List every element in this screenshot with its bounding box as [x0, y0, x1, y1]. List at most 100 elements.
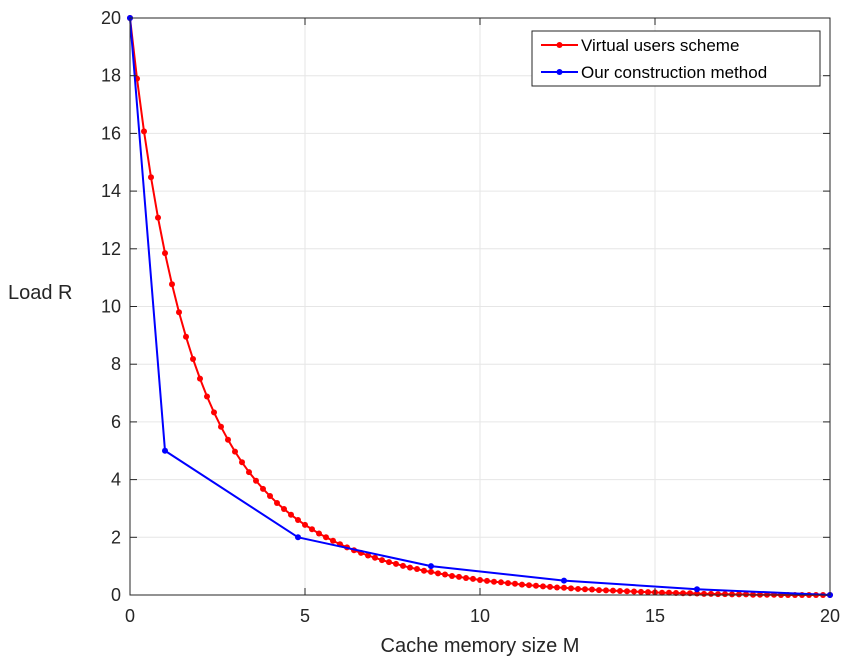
legend-box — [531, 30, 821, 87]
data-point-virtual-users-scheme — [519, 581, 525, 588]
data-point-virtual-users-scheme — [141, 128, 147, 135]
data-point-virtual-users-scheme — [624, 588, 630, 595]
data-point-our-construction-method — [561, 577, 567, 584]
y-tick-label: 16 — [101, 123, 121, 143]
y-tick-label: 0 — [111, 585, 121, 605]
data-point-virtual-users-scheme — [204, 393, 210, 400]
data-point-virtual-users-scheme — [554, 584, 560, 591]
data-point-virtual-users-scheme — [421, 567, 427, 574]
data-point-virtual-users-scheme — [162, 250, 168, 257]
data-point-virtual-users-scheme — [631, 588, 637, 595]
data-point-virtual-users-scheme — [183, 333, 189, 340]
data-point-virtual-users-scheme — [470, 575, 476, 582]
data-point-our-construction-method — [428, 563, 434, 570]
data-point-virtual-users-scheme — [386, 559, 392, 566]
data-point-virtual-users-scheme — [211, 409, 217, 416]
data-point-our-construction-method — [162, 447, 168, 454]
x-tick-label: 5 — [300, 606, 310, 626]
data-point-virtual-users-scheme — [463, 574, 469, 581]
data-point-virtual-users-scheme — [666, 589, 672, 596]
y-tick-label: 6 — [111, 412, 121, 432]
data-point-virtual-users-scheme — [610, 587, 616, 594]
y-tick-labels: 0 2 4 6 8 10 12 14 16 18 20 — [101, 8, 121, 605]
x-axis-label: Cache memory size M — [381, 635, 580, 657]
y-tick-label: 10 — [101, 297, 121, 317]
data-point-virtual-users-scheme — [372, 554, 378, 561]
data-point-virtual-users-scheme — [498, 579, 504, 586]
data-point-virtual-users-scheme — [176, 309, 182, 316]
data-point-virtual-users-scheme — [281, 506, 287, 513]
x-tick-label: 0 — [125, 606, 135, 626]
data-point-virtual-users-scheme — [736, 591, 742, 598]
data-point-virtual-users-scheme — [645, 589, 651, 596]
data-point-virtual-users-scheme — [190, 356, 196, 363]
data-point-virtual-users-scheme — [603, 587, 609, 594]
legend-entry-our-construction: Our construction method — [541, 63, 767, 82]
data-point-virtual-users-scheme — [533, 582, 539, 589]
data-point-virtual-users-scheme — [701, 590, 707, 597]
y-tick-label: 2 — [111, 527, 121, 547]
data-point-virtual-users-scheme — [596, 587, 602, 594]
legend-label-virtual-users: Virtual users scheme — [581, 36, 739, 55]
data-point-virtual-users-scheme — [568, 585, 574, 592]
data-point-virtual-users-scheme — [239, 459, 245, 466]
y-tick-label: 14 — [101, 181, 121, 201]
grid — [129, 17, 831, 596]
data-point-virtual-users-scheme — [155, 214, 161, 221]
data-point-virtual-users-scheme — [659, 589, 665, 596]
data-point-virtual-users-scheme — [148, 174, 154, 181]
data-point-virtual-users-scheme — [323, 534, 329, 541]
data-point-virtual-users-scheme — [715, 591, 721, 598]
data-point-virtual-users-scheme — [617, 587, 623, 594]
y-tick-label: 12 — [101, 239, 121, 259]
data-point-virtual-users-scheme — [295, 516, 301, 523]
data-point-virtual-users-scheme — [673, 589, 679, 596]
y-tick-label: 8 — [111, 354, 121, 374]
data-point-virtual-users-scheme — [512, 580, 518, 587]
data-point-virtual-users-scheme — [407, 564, 413, 571]
data-point-virtual-users-scheme — [232, 448, 238, 455]
data-point-virtual-users-scheme — [288, 511, 294, 518]
x-tick-label: 10 — [470, 606, 490, 626]
x-tick-label: 15 — [645, 606, 665, 626]
data-point-virtual-users-scheme — [379, 557, 385, 564]
legend-entry-virtual-users: Virtual users scheme — [541, 36, 739, 55]
data-point-virtual-users-scheme — [246, 469, 252, 476]
data-point-virtual-users-scheme — [582, 586, 588, 593]
y-tick-label: 20 — [101, 8, 121, 28]
legend: Virtual users scheme Our construction me… — [531, 30, 821, 87]
data-point-our-construction-method — [694, 586, 700, 593]
data-point-virtual-users-scheme — [267, 493, 273, 500]
data-point-virtual-users-scheme — [477, 577, 483, 583]
data-point-virtual-users-scheme — [547, 583, 553, 590]
data-point-virtual-users-scheme — [330, 537, 336, 544]
data-point-virtual-users-scheme — [729, 591, 735, 598]
data-point-virtual-users-scheme — [428, 568, 434, 575]
data-point-virtual-users-scheme — [743, 591, 749, 598]
data-point-virtual-users-scheme — [722, 591, 728, 598]
data-point-virtual-users-scheme — [575, 585, 581, 592]
y-tick-label: 18 — [101, 66, 121, 86]
legend-marker-virtual-users — [556, 42, 563, 48]
data-point-virtual-users-scheme — [309, 526, 315, 533]
data-point-virtual-users-scheme — [225, 436, 231, 443]
data-point-virtual-users-scheme — [365, 552, 371, 559]
data-point-virtual-users-scheme — [442, 571, 448, 578]
data-point-virtual-users-scheme — [169, 281, 175, 288]
data-point-virtual-users-scheme — [274, 499, 280, 506]
data-point-our-construction-method — [295, 534, 301, 541]
data-point-virtual-users-scheme — [456, 573, 462, 580]
data-point-virtual-users-scheme — [302, 521, 308, 528]
data-point-virtual-users-scheme — [449, 572, 455, 579]
data-point-virtual-users-scheme — [316, 530, 322, 537]
x-tick-labels: 0 5 10 15 20 — [125, 606, 840, 626]
data-point-virtual-users-scheme — [708, 590, 714, 597]
data-point-virtual-users-scheme — [526, 582, 532, 589]
data-point-virtual-users-scheme — [638, 588, 644, 595]
data-point-virtual-users-scheme — [561, 584, 567, 591]
y-tick-label: 4 — [111, 470, 121, 490]
data-point-virtual-users-scheme — [260, 485, 266, 492]
data-point-virtual-users-scheme — [491, 578, 497, 585]
legend-marker-our-construction — [556, 69, 563, 75]
